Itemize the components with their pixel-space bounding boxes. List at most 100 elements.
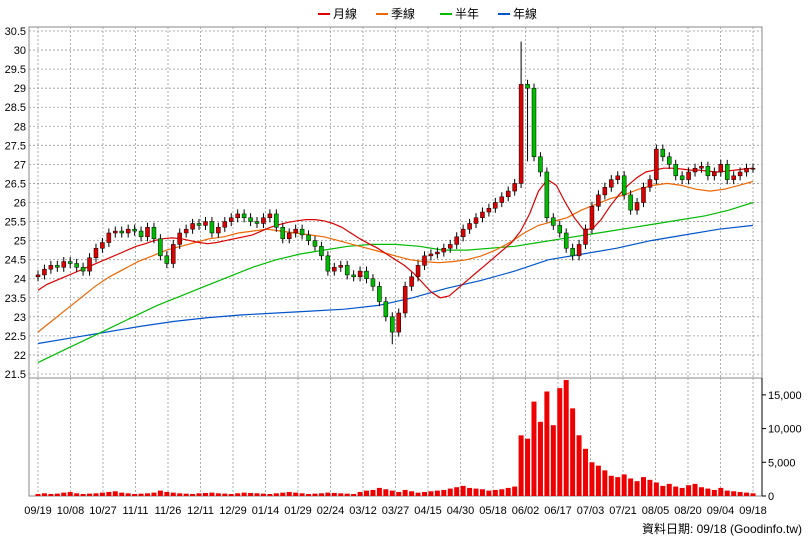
candle-body <box>409 276 414 287</box>
candle-body <box>583 228 588 245</box>
candle-body <box>113 230 118 234</box>
candle-body <box>383 301 389 318</box>
candle-body <box>67 261 73 264</box>
candle-body <box>61 261 67 268</box>
candle-body <box>518 84 524 184</box>
candle-body <box>222 221 228 228</box>
volume-bar <box>125 493 131 496</box>
volume-bar <box>447 488 453 496</box>
x-tick-label: 12/11 <box>187 505 214 517</box>
price-tick-label: 26 <box>14 198 26 210</box>
volume-bar <box>306 493 312 496</box>
volume-bar <box>679 487 685 496</box>
candle-body <box>641 187 646 203</box>
volume-bar <box>621 474 627 496</box>
candle-body <box>615 175 620 180</box>
volume-bar <box>499 489 505 496</box>
candle-body <box>364 270 369 279</box>
volume-bar <box>254 493 260 496</box>
price-tick-label: 29.5 <box>5 64 26 76</box>
volume-bar <box>705 488 711 496</box>
volume-bar <box>686 485 692 496</box>
legend-label: 年線 <box>513 6 537 21</box>
candle-body <box>422 255 427 266</box>
x-tick-label: 01/29 <box>284 505 312 517</box>
volume-tick-label: 5,000 <box>768 457 796 469</box>
x-tick-label: 02/24 <box>317 505 345 517</box>
volume-bar <box>74 493 80 496</box>
price-tick-label: 28 <box>14 121 26 133</box>
volume-bar <box>151 492 157 496</box>
candle-body <box>480 211 485 218</box>
volume-plot-area <box>28 377 763 497</box>
volume-bar <box>544 391 550 496</box>
volume-bar <box>402 489 408 496</box>
volume-bar <box>87 493 93 496</box>
candle-body <box>699 166 704 169</box>
volume-bar <box>138 493 144 496</box>
candle-body <box>171 244 176 264</box>
candle-body <box>525 84 530 89</box>
volume-bar <box>718 487 724 496</box>
price-tick-label: 24 <box>14 274 26 286</box>
volume-bar <box>460 485 466 496</box>
volume-bar <box>563 380 569 496</box>
candle-body <box>692 167 698 173</box>
volume-bar <box>673 486 679 496</box>
candle-body <box>673 164 678 177</box>
volume-bar <box>376 487 382 496</box>
x-tick-label: 12/29 <box>219 505 247 517</box>
candle-body <box>467 223 472 230</box>
volume-bar <box>525 438 531 496</box>
candle-body <box>718 164 724 173</box>
candle-body <box>93 247 99 259</box>
candle-body <box>158 238 163 257</box>
volume-bar <box>492 489 498 496</box>
candle-body <box>261 217 266 224</box>
volume-bar <box>512 486 518 496</box>
x-tick-label: 09/19 <box>24 505 52 517</box>
price-tick-label: 28.5 <box>5 102 26 114</box>
volume-bar <box>711 489 717 496</box>
volume-bar <box>396 491 402 496</box>
volume-bar <box>550 425 556 496</box>
candle-body <box>267 213 273 218</box>
volume-bar <box>183 493 189 496</box>
volume-bar <box>273 493 279 496</box>
volume-bar <box>145 493 151 496</box>
volume-bar <box>93 493 99 496</box>
candle-body <box>248 217 253 222</box>
candle-body <box>731 175 736 180</box>
candle-body <box>351 274 356 278</box>
volume-bar <box>660 485 666 496</box>
legend-label: 半年 <box>455 7 479 21</box>
candle-body <box>306 234 311 241</box>
candle-body <box>100 242 105 249</box>
candle-body <box>132 228 137 232</box>
candle-body <box>274 213 279 228</box>
volume-bar <box>634 481 640 496</box>
candle-body <box>544 171 550 218</box>
volume-bar <box>241 492 247 496</box>
legend-label: 月線 <box>333 6 357 21</box>
candle-body <box>473 217 479 224</box>
candle-body <box>344 265 350 276</box>
volume-bar <box>640 477 646 496</box>
candle-body <box>151 227 157 239</box>
candle-body <box>609 179 614 188</box>
volume-bar <box>602 470 608 496</box>
volume-bar <box>209 492 215 496</box>
candle-body <box>551 217 556 226</box>
volume-bar <box>698 487 704 496</box>
volume-bar <box>35 493 41 496</box>
candle-body <box>228 217 234 222</box>
x-tick-label: 06/02 <box>512 505 540 517</box>
candle-body <box>493 202 498 209</box>
candle-body <box>138 230 144 238</box>
volume-bar <box>338 493 344 496</box>
volume-bar <box>132 493 138 496</box>
candle-body <box>177 232 182 245</box>
volume-bar <box>467 487 473 496</box>
volume-bar <box>737 491 743 496</box>
volume-bar <box>312 493 318 496</box>
